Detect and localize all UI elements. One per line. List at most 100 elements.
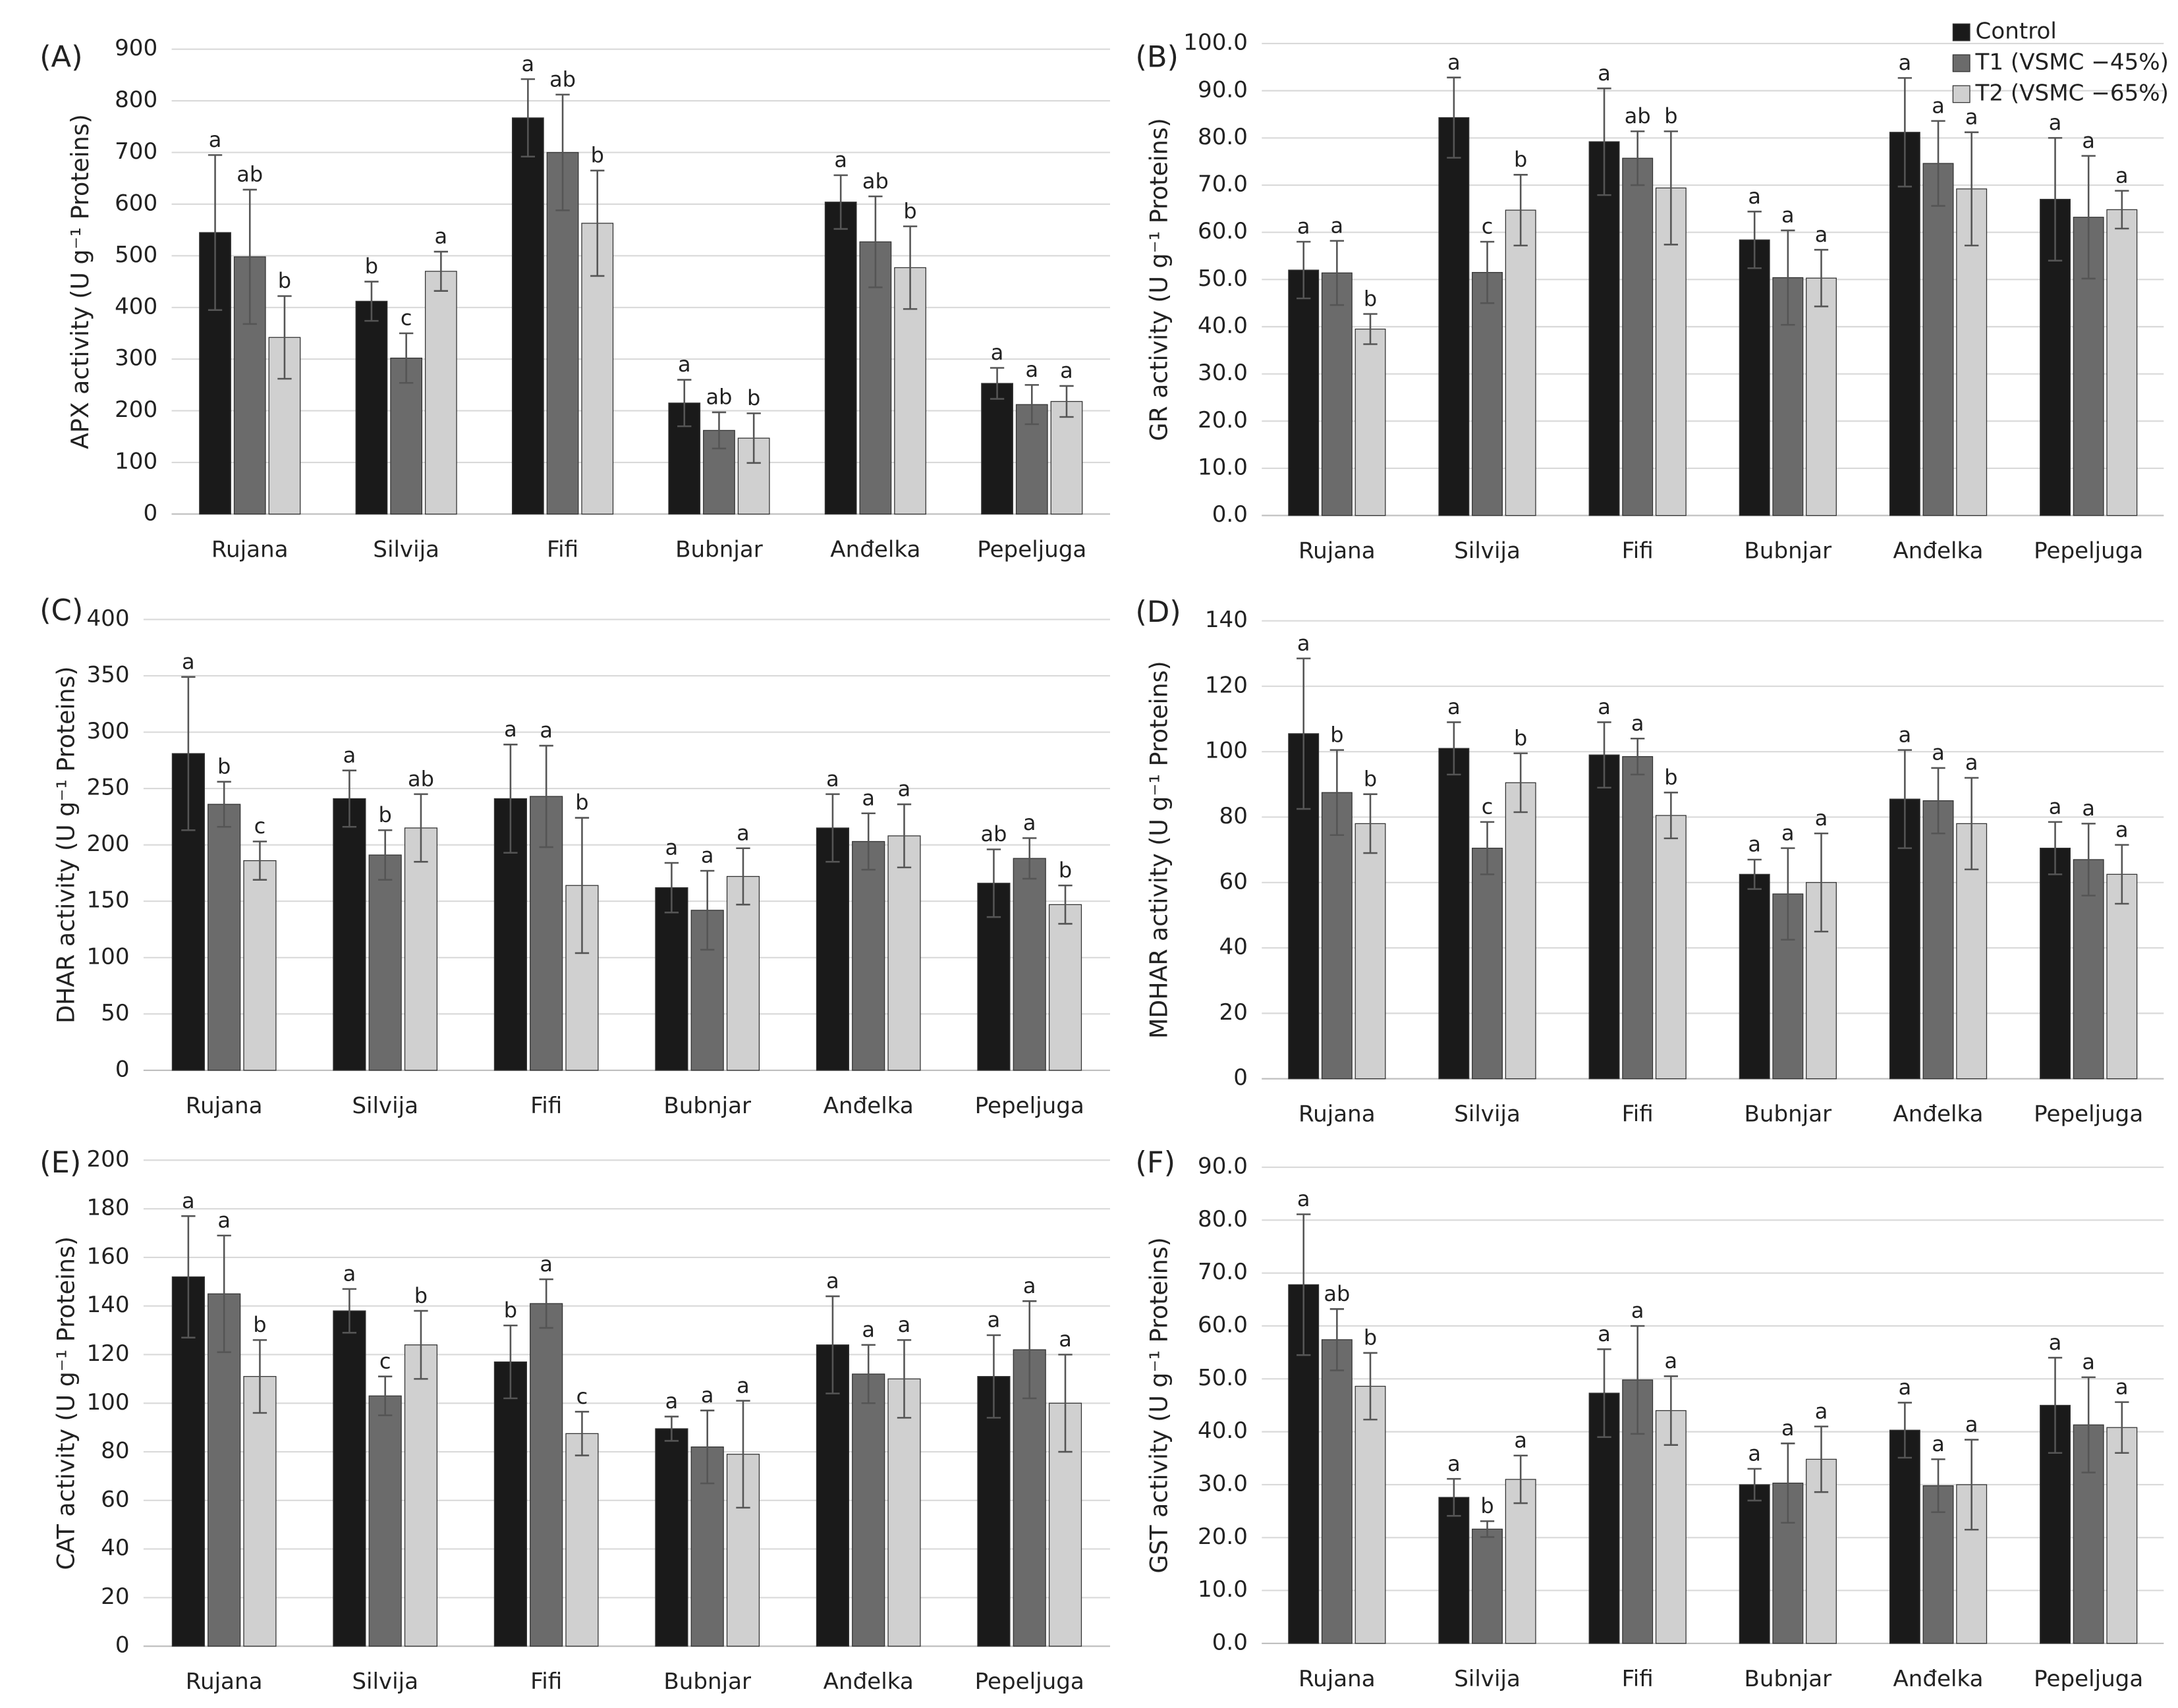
error-bar <box>986 1334 1001 1419</box>
y-tick-label: 100 <box>115 449 157 475</box>
error-bar <box>1897 1402 1913 1459</box>
error-bar <box>181 676 196 831</box>
bar <box>333 1310 366 1647</box>
error-bar <box>2081 1376 2096 1474</box>
y-axis-label: GR activity (U g⁻¹ Proteins) <box>1145 118 1173 441</box>
x-tick-label: Fifi <box>1622 1101 1654 1128</box>
error-bar <box>1480 240 1495 304</box>
error-bar <box>1297 1213 1311 1356</box>
error-bar <box>342 769 357 828</box>
panel-label: (D) <box>1135 594 1181 629</box>
y-tick-label: 60.0 <box>1198 218 1248 244</box>
x-tick-label: Anđelka <box>830 536 920 563</box>
significance-letter: a <box>1815 222 1828 247</box>
error-bar <box>2115 190 2129 230</box>
bar <box>1438 1497 1470 1644</box>
y-tick-label: 30.0 <box>1198 360 1248 386</box>
y-tick-label: 800 <box>115 87 157 113</box>
significance-letter: b <box>1514 725 1527 750</box>
error-bar <box>1447 721 1461 776</box>
error-bar <box>746 412 761 464</box>
bar <box>1505 782 1536 1080</box>
bar <box>530 1303 563 1647</box>
y-tick-label: 100.0 <box>1183 30 1248 56</box>
y-tick-label: 140 <box>1205 607 1248 633</box>
x-tick-label: Pepeljuga <box>2034 1101 2143 1128</box>
bar <box>1806 277 1837 516</box>
bar <box>816 827 850 1071</box>
bar <box>1889 1429 1920 1644</box>
error-bar <box>1329 240 1345 306</box>
y-axis-label: MDHAR activity (U g⁻¹ Proteins) <box>1145 661 1173 1039</box>
significance-letter: b <box>504 1298 517 1323</box>
y-tick-label: 400 <box>115 293 157 319</box>
y-tick-label: 0.0 <box>1212 1629 1248 1655</box>
error-bar <box>712 411 727 450</box>
bar <box>1922 800 1954 1080</box>
significance-letter: a <box>898 1312 911 1337</box>
y-tick-label: 150 <box>86 887 129 914</box>
legend-label: T2 (VSMC −65%) <box>1975 80 2169 106</box>
y-tick-label: 90.0 <box>1198 76 1248 103</box>
error-bar <box>433 250 449 292</box>
y-tick-label: 300 <box>115 345 157 372</box>
significance-letter: a <box>701 843 714 868</box>
y-tick-label: 120 <box>86 1340 129 1367</box>
y-tick-label: 20 <box>101 1584 129 1610</box>
error-bar <box>252 1339 267 1414</box>
error-bar <box>520 78 536 158</box>
error-bar <box>736 1400 750 1509</box>
error-bar <box>2115 844 2129 905</box>
significance-letter: a <box>1060 358 1073 383</box>
significance-letter: a <box>1965 750 1978 775</box>
error-bar <box>503 744 518 854</box>
y-tick-label: 0.0 <box>1212 501 1248 528</box>
bar <box>1622 157 1654 516</box>
bar <box>2040 847 2071 1080</box>
significance-letter: b <box>217 754 231 779</box>
y-tick-label: 70.0 <box>1198 171 1248 198</box>
significance-letter: a <box>991 340 1004 365</box>
significance-letter: a <box>862 785 875 810</box>
x-tick-label: Silvija <box>352 1093 418 1119</box>
x-tick-label: Bubnjar <box>1745 1666 1833 1692</box>
error-bar <box>1931 1458 1945 1514</box>
error-bar <box>2081 823 2096 896</box>
y-tick-label: 80 <box>101 1438 129 1464</box>
y-tick-label: 50.0 <box>1198 1365 1248 1391</box>
error-bar <box>1663 1375 1679 1446</box>
x-tick-label: Anđelka <box>824 1093 914 1119</box>
error-bar <box>1513 174 1528 247</box>
error-bar <box>1631 130 1645 186</box>
y-tick-label: 40.0 <box>1198 1418 1248 1444</box>
error-bar <box>1747 858 1762 890</box>
significance-letter: b <box>747 385 760 410</box>
significance-letter: b <box>575 790 588 815</box>
y-tick-label: 100 <box>86 1389 129 1416</box>
error-bar <box>181 1215 196 1338</box>
error-bar <box>1024 384 1039 426</box>
significance-letter: ab <box>237 162 263 187</box>
significance-letter: a <box>826 766 839 791</box>
x-tick-label: Rujana <box>186 1093 263 1119</box>
x-tick-label: Pepeljuga <box>975 1093 1084 1119</box>
error-bar <box>2115 1401 2129 1454</box>
error-bar <box>574 817 590 954</box>
x-tick-label: Fifi <box>547 536 578 563</box>
error-bar <box>1781 847 1795 941</box>
error-bar <box>1058 884 1073 925</box>
significance-letter: a <box>1025 357 1038 382</box>
y-axis-label: CAT activity (U g⁻¹ Proteins) <box>52 1236 80 1570</box>
y-tick-label: 180 <box>86 1195 129 1221</box>
bar <box>1655 815 1687 1080</box>
error-bar <box>2081 155 2096 280</box>
significance-letter: a <box>1932 1431 1945 1456</box>
x-tick-label: Rujana <box>186 1668 263 1695</box>
error-bar <box>1814 1425 1829 1493</box>
x-tick-label: Bubnjar <box>1745 538 1833 565</box>
error-bar <box>252 840 267 881</box>
significance-letter: ab <box>1625 103 1651 128</box>
error-bar <box>2048 1356 2063 1454</box>
bar <box>726 875 760 1071</box>
panel-label: (F) <box>1135 1145 1175 1180</box>
